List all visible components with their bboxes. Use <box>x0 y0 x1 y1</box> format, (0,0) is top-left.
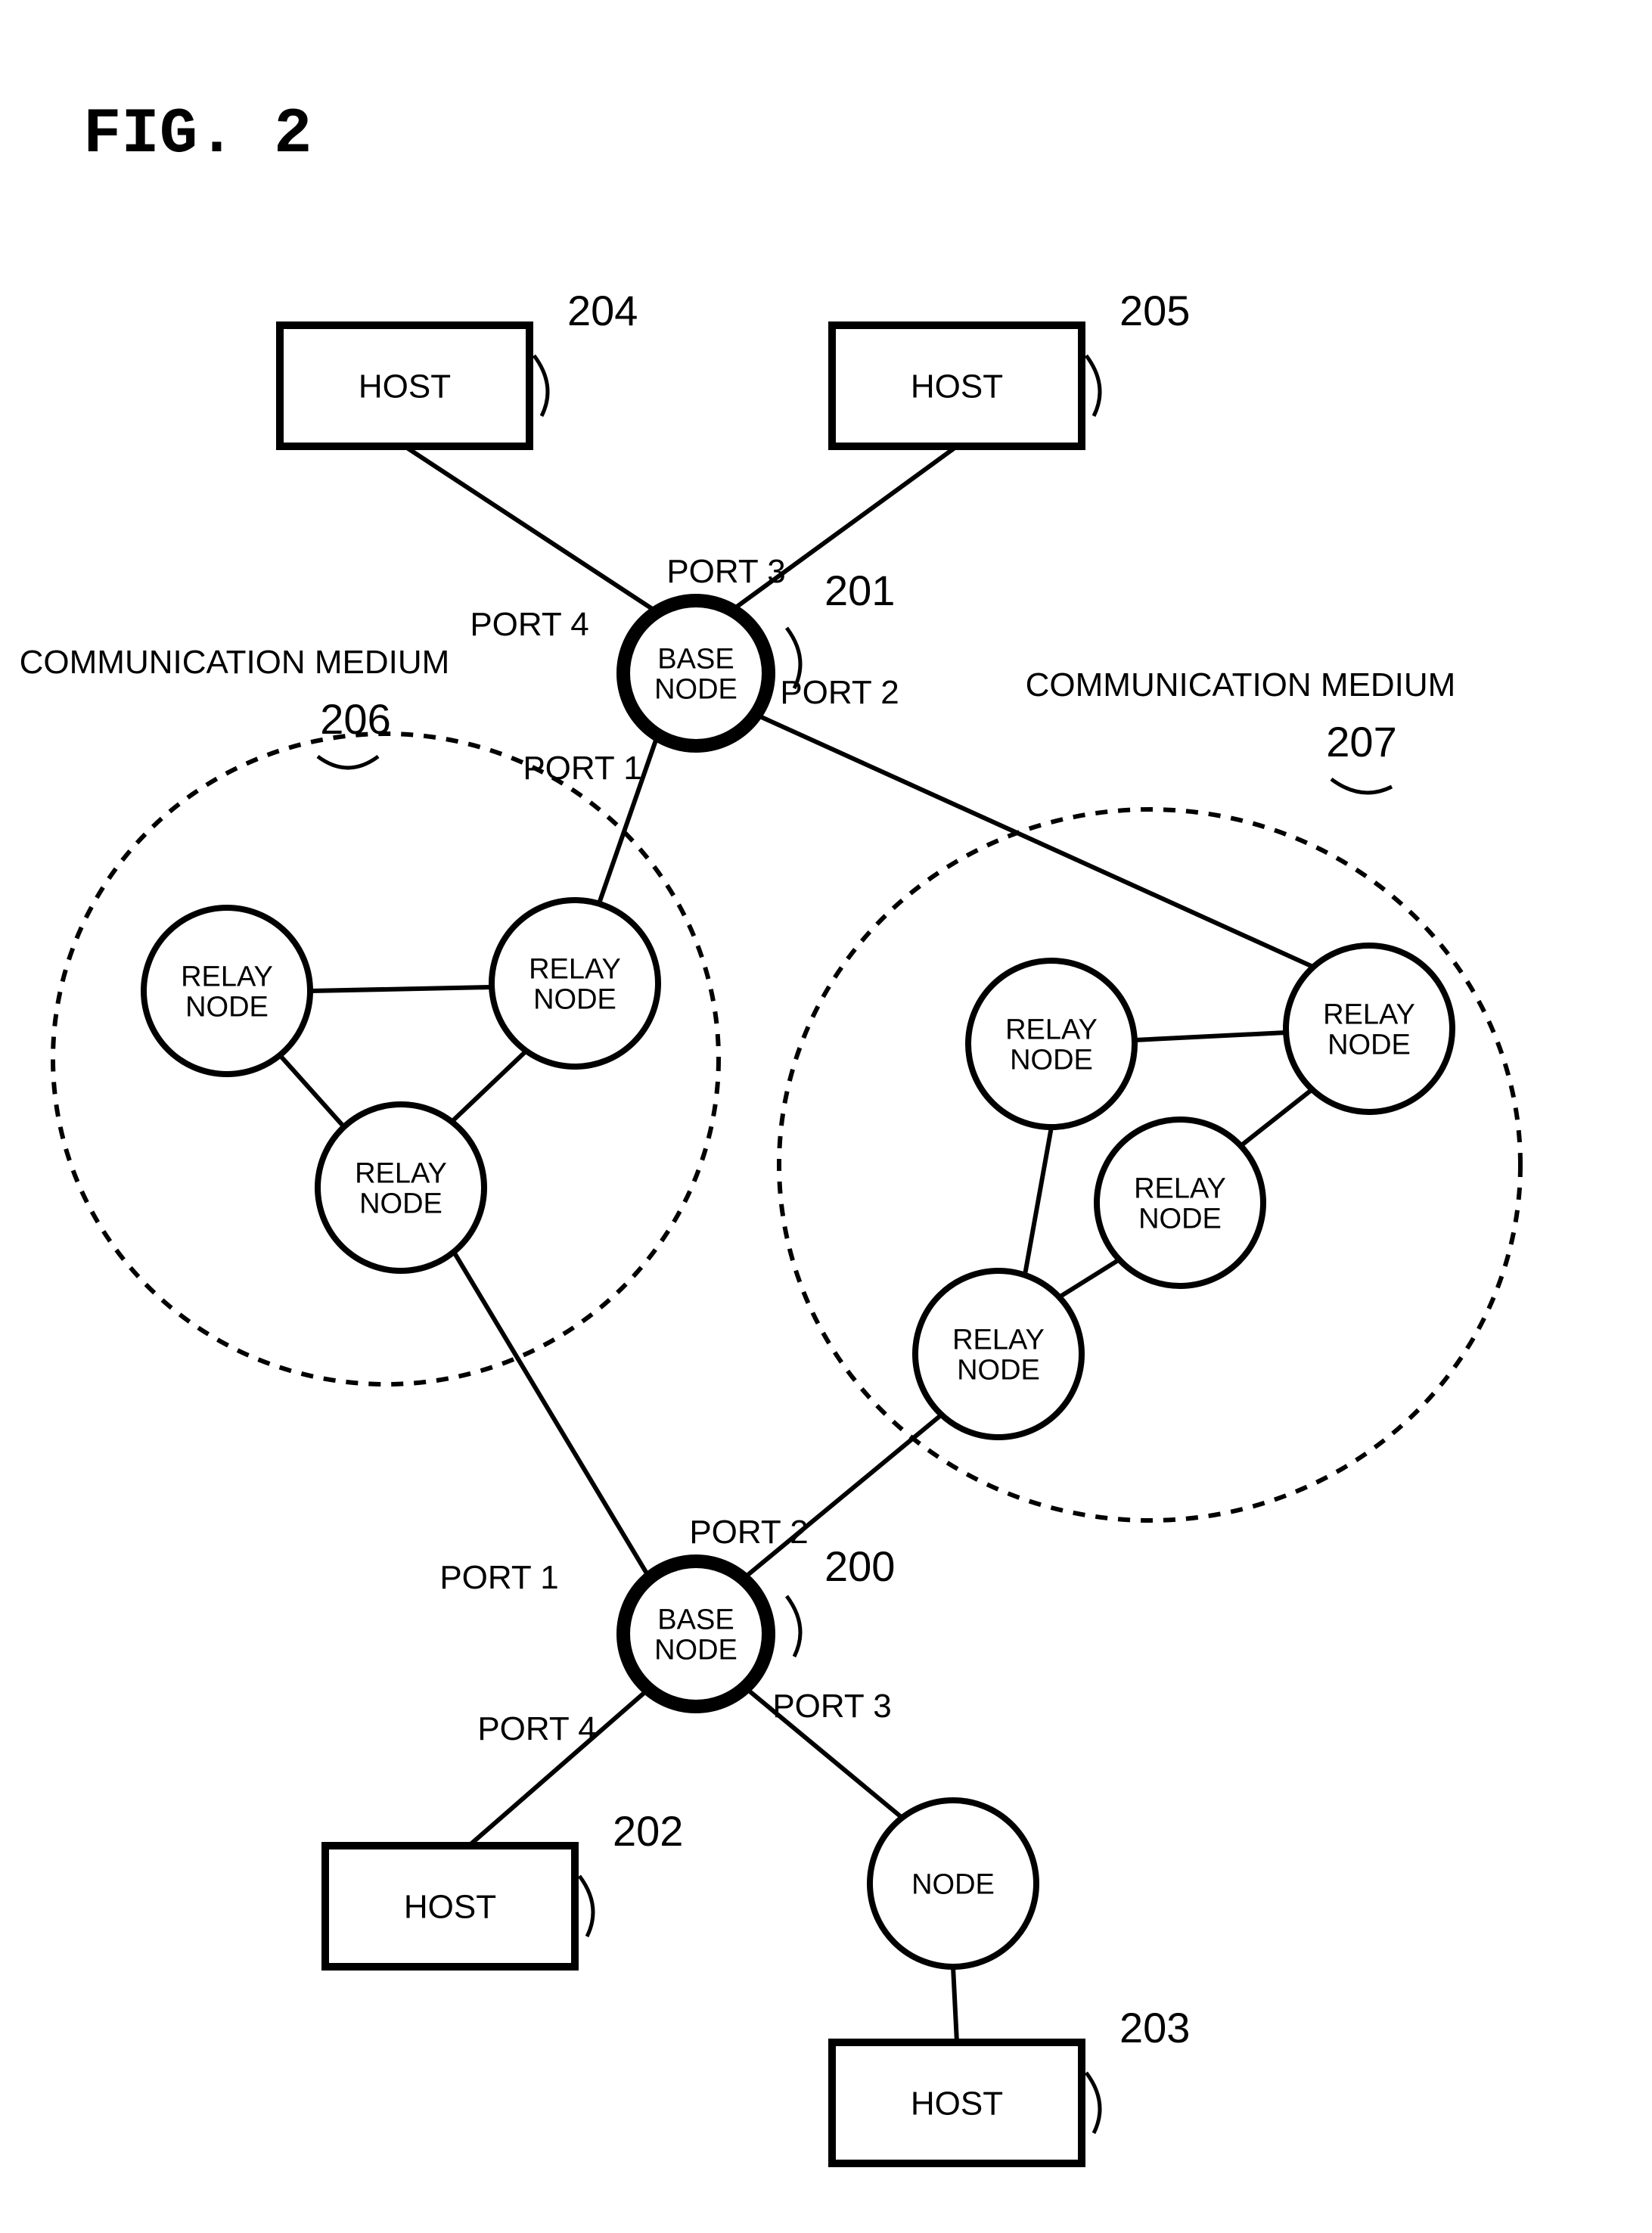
host-label: HOST <box>911 2085 1003 2122</box>
port-label: PORT 2 <box>780 674 899 711</box>
ref-number: 202 <box>613 1807 683 1855</box>
relay-node-label-line0: RELAY <box>355 1157 447 1189</box>
relay-node-label-line0: RELAY <box>1005 1014 1098 1045</box>
ref-number: 206 <box>320 695 390 743</box>
relay-node-label-line1: NODE <box>359 1188 442 1219</box>
port-label: PORT 3 <box>772 1688 891 1725</box>
edge <box>405 446 658 613</box>
port-label: PORT 4 <box>470 606 588 643</box>
ref-number: 203 <box>1119 2004 1190 2051</box>
edge <box>1059 1259 1119 1297</box>
ref-number: 201 <box>824 567 895 614</box>
ref-number: 207 <box>1326 718 1396 766</box>
ref-leader <box>318 756 378 768</box>
port-label: PORT 2 <box>689 1514 808 1551</box>
edge <box>450 1051 526 1123</box>
edge <box>756 715 1316 968</box>
edge <box>1025 1127 1051 1275</box>
base-node-label-line1: NODE <box>654 673 738 705</box>
relay-node-label-line1: NODE <box>1010 1044 1093 1076</box>
edge <box>1135 1033 1286 1040</box>
ref-leader <box>1086 356 1100 416</box>
relay-node-label-line0: RELAY <box>1134 1172 1226 1204</box>
port-label: PORT 1 <box>439 1559 558 1596</box>
ref-leader <box>1331 779 1392 793</box>
ref-leader <box>579 1876 593 1936</box>
relay-node-label-line0: NODE <box>911 1868 995 1900</box>
host-label: HOST <box>911 368 1003 405</box>
communication-medium-region <box>53 734 719 1384</box>
ref-leader <box>534 356 548 416</box>
port-label: PORT 3 <box>666 553 785 590</box>
host-label: HOST <box>359 368 451 405</box>
communication-medium-label: COMMUNICATION MEDIUM <box>20 644 450 681</box>
ref-number: 205 <box>1119 287 1190 334</box>
edge <box>280 1055 344 1127</box>
edge <box>953 1967 957 2042</box>
base-node-label-line1: NODE <box>654 1634 738 1666</box>
relay-node-label-line0: RELAY <box>952 1324 1045 1356</box>
relay-node-label-line1: NODE <box>1328 1029 1411 1061</box>
relay-node-label-line0: RELAY <box>1323 998 1415 1030</box>
port-label: PORT 4 <box>477 1710 596 1747</box>
relay-node-label-line1: NODE <box>533 983 616 1015</box>
relay-node-label-line1: NODE <box>1138 1203 1222 1235</box>
relay-node-label-line1: NODE <box>185 991 269 1023</box>
edge <box>1241 1089 1312 1146</box>
edge <box>454 1252 647 1573</box>
relay-node-label-line0: RELAY <box>181 961 273 992</box>
relay-node-label-line1: NODE <box>957 1354 1040 1386</box>
figure-title: FIG. 2 <box>83 99 312 171</box>
port-label: PORT 1 <box>523 750 641 787</box>
ref-number: 200 <box>824 1542 895 1590</box>
edge <box>310 987 492 991</box>
communication-medium-label: COMMUNICATION MEDIUM <box>1026 666 1456 703</box>
base-node-label-line0: BASE <box>657 643 734 675</box>
ref-leader <box>787 1596 800 1657</box>
ref-leader <box>1086 2073 1100 2133</box>
ref-number: 204 <box>567 287 638 334</box>
relay-node-label-line0: RELAY <box>529 953 621 985</box>
host-label: HOST <box>404 1888 496 1925</box>
base-node-label-line0: BASE <box>657 1604 734 1635</box>
